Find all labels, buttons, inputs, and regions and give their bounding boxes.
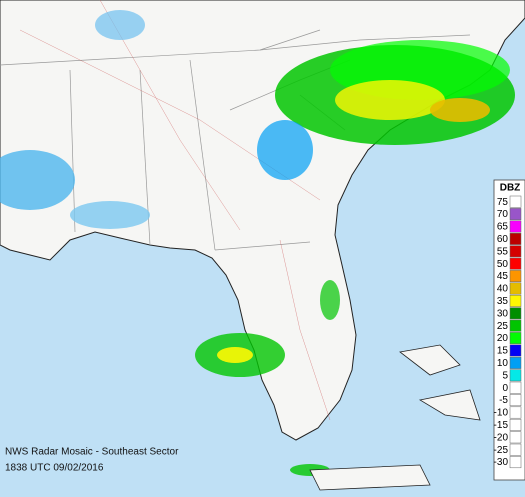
caption-timestamp: 1838 UTC 09/02/2016 xyxy=(5,463,104,474)
caption-title: NWS Radar Mosaic - Southeast Sector xyxy=(5,447,179,458)
legend-label: 55 xyxy=(497,246,509,257)
precipitation xyxy=(0,10,515,476)
legend-swatch xyxy=(509,356,522,369)
legend-label: 75 xyxy=(497,197,509,208)
legend-label: -10 xyxy=(494,408,509,419)
legend-swatch xyxy=(509,319,522,332)
legend-label: 45 xyxy=(497,271,509,282)
legend-swatch xyxy=(509,394,522,407)
legend-label: 0 xyxy=(502,383,508,394)
legend-swatch xyxy=(509,332,522,345)
legend-label: -25 xyxy=(494,445,509,456)
legend-label: 60 xyxy=(497,234,509,245)
legend-swatch xyxy=(509,270,522,283)
legend-swatch xyxy=(509,245,522,258)
legend-label: 40 xyxy=(497,284,509,295)
legend-items: 757065605550454035302520151050-5-10-15-2… xyxy=(494,195,522,469)
legend-label: 35 xyxy=(497,296,509,307)
legend-swatch xyxy=(509,282,522,295)
legend-label: 30 xyxy=(497,308,509,319)
legend-label: 25 xyxy=(497,321,509,332)
legend-swatch xyxy=(509,232,522,245)
legend-swatch xyxy=(509,257,522,270)
legend-label: 50 xyxy=(497,259,509,270)
legend-label: 70 xyxy=(497,209,509,220)
legend-label: -30 xyxy=(494,457,509,468)
legend-swatch xyxy=(509,195,522,208)
legend-label: 5 xyxy=(502,370,508,381)
legend-label: 15 xyxy=(497,346,509,357)
legend-label: 10 xyxy=(497,358,509,369)
legend-swatch xyxy=(509,208,522,221)
legend-label: -5 xyxy=(499,395,508,406)
legend-title: DBZ xyxy=(500,183,521,194)
legend-swatch xyxy=(509,307,522,320)
legend-swatch xyxy=(509,456,522,469)
islands xyxy=(309,344,481,491)
legend-swatch xyxy=(509,406,522,419)
legend-swatch xyxy=(509,344,522,357)
legend-swatch xyxy=(509,381,522,394)
legend-label: -20 xyxy=(494,432,509,443)
legend-swatch xyxy=(509,431,522,444)
legend-label: 65 xyxy=(497,222,509,233)
legend-label: -15 xyxy=(494,420,509,431)
legend-label: 20 xyxy=(497,333,509,344)
legend-swatch xyxy=(509,369,522,382)
legend-swatch xyxy=(509,294,522,307)
legend-swatch xyxy=(509,220,522,233)
legend-swatch xyxy=(509,443,522,456)
legend-swatch xyxy=(509,418,522,431)
